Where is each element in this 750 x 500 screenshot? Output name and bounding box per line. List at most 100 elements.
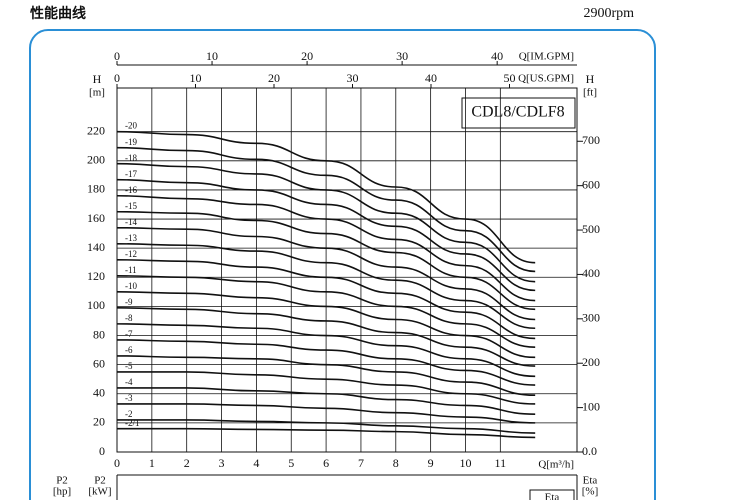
top-tick-label: 30 [346,71,358,85]
curve-label: -8 [125,313,133,323]
curve [117,387,536,415]
x-tick-label: 0 [114,456,120,470]
curve-label: -11 [125,265,137,275]
y2-tick-label: 300 [582,311,600,325]
y-tick-label: 220 [87,123,105,137]
curve-label: -10 [125,281,137,291]
x-tick-label: 2 [184,456,190,470]
y-tick-label: 200 [87,153,105,167]
y2-tick-label: 600 [582,177,600,191]
top-tick-label: 40 [491,49,503,63]
x-tick-label: 7 [358,456,364,470]
curve [116,371,536,405]
p2-kw-unit: [kW] [88,486,111,498]
curve [116,275,536,348]
y-label: H [93,72,102,86]
curve-label: -15 [125,201,137,211]
eta-box [529,489,575,500]
curve [116,259,536,340]
y-tick-label: 120 [87,269,105,283]
y2-tick-label: 0.0 [582,444,597,458]
curve [116,242,536,330]
curve [116,146,536,273]
top-tick-label: 20 [268,71,280,85]
y2-tick-label: 200 [582,355,600,369]
curve [117,419,536,434]
eta-unit: [%] [582,486,599,498]
frame [29,29,656,500]
curve [116,130,536,264]
x-tick-label: 5 [288,456,294,470]
y-tick-label: 140 [87,240,105,254]
curve-label: -20 [125,121,137,131]
x-tick-label: 8 [393,456,399,470]
curve [116,323,536,378]
y2-tick-label: 400 [582,266,600,280]
model: CDL8/CDLF8 [471,104,564,121]
p2-kw: P2 [94,475,106,487]
y-tick-label: 0 [99,444,105,458]
curve [116,339,536,386]
curve [116,162,536,283]
top-tick-label: 0 [114,71,120,85]
y-tick-label: 80 [93,327,105,341]
top-tick-label: 50 [503,71,515,85]
curve-label: -2 [125,409,133,419]
x-tick-label: 11 [495,456,507,470]
y-tick-label: 20 [93,415,105,429]
curve-label: -4 [125,377,133,387]
top-tick-label: 40 [425,71,437,85]
y-tick-label: 40 [93,386,105,400]
y2-label: H [586,72,595,86]
curve-label: -5 [125,361,133,371]
y-tick-label: 60 [93,356,105,370]
x-tick-label: 3 [219,456,225,470]
curve-label: -3 [125,393,133,403]
y-tick-label: 160 [87,211,105,225]
top-axis-label: Q[US.GPM] [518,73,574,85]
x-tick-label: 4 [253,456,259,470]
curve-label: -7 [125,329,133,339]
y2-tick-label: 500 [582,222,600,236]
top-tick-label: 10 [189,71,201,85]
curve [116,307,536,367]
model-box [461,97,576,129]
x-tick-label: 10 [459,456,471,470]
p2-hp: P2 [56,475,68,487]
curve-label: -17 [125,169,137,179]
top-tick-label: 30 [396,49,408,63]
top-tick-label: 0 [114,49,120,63]
x-tick-label: 9 [428,456,434,470]
y2-unit: [ft] [583,87,597,99]
curve [116,178,536,292]
top-tick-label: 10 [206,49,218,63]
curve [116,403,536,424]
curve [116,355,536,397]
speed: 2900rpm [583,6,634,21]
curve [116,210,536,311]
curve-label: -16 [125,185,137,195]
curve-label: -2/1 [125,418,140,428]
top-tick-label: 20 [301,49,313,63]
curve-label: -12 [125,249,137,259]
curve-label: -18 [125,153,137,163]
curve [116,194,536,302]
curve-label: -19 [125,137,137,147]
eta-box-label: Eta [545,492,560,500]
y2-tick-label: 100 [582,399,600,413]
curve [116,226,536,321]
y-tick-label: 180 [87,182,105,196]
curve [116,291,536,359]
y-unit: [m] [89,87,105,99]
x-label: Q[m³/h] [538,459,574,471]
y2-tick-label: 700 [582,133,600,147]
eta: Eta [583,475,598,487]
curve [117,427,536,439]
top-axis-label: Q[IM.GPM] [519,51,574,63]
curve-label: -13 [125,233,137,243]
y-tick-label: 100 [87,298,105,312]
curve-label: -14 [125,217,137,227]
x-tick-label: 6 [323,456,329,470]
x-tick-label: 1 [149,456,155,470]
